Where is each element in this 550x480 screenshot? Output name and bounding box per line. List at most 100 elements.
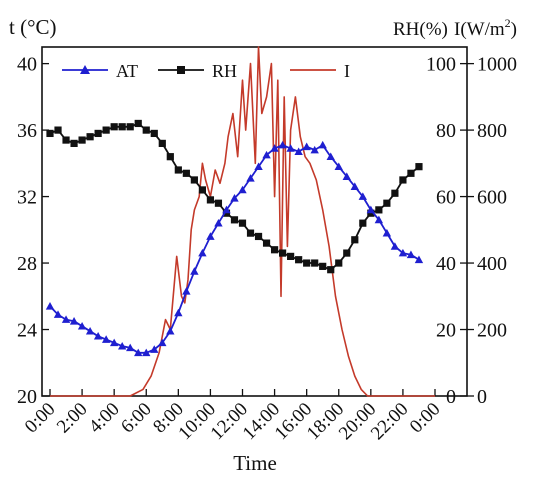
- y-right-outer-tick-label: 800: [477, 120, 507, 142]
- data-point-at: [230, 194, 239, 202]
- data-point-at: [382, 228, 392, 237]
- legend-item-rh: RH: [158, 61, 237, 81]
- y-left-tick-label: 24: [17, 320, 37, 342]
- series-at: [45, 140, 424, 357]
- data-point-rh: [327, 266, 335, 274]
- data-point-at: [109, 338, 119, 347]
- data-point-rh: [407, 169, 415, 177]
- legend-marker: [80, 65, 90, 74]
- data-point-rh: [214, 199, 223, 207]
- data-point-at: [126, 343, 135, 352]
- x-tick-label: 6:00: [117, 399, 156, 438]
- data-point-at: [374, 215, 384, 224]
- y-right-inner-tick-label: 100: [426, 54, 456, 76]
- data-point-rh: [126, 123, 134, 131]
- data-point-rh: [142, 126, 150, 134]
- data-point-at: [318, 140, 327, 149]
- data-point-at: [302, 142, 311, 151]
- data-point-at: [350, 182, 359, 190]
- legend: AT RH I: [62, 61, 350, 81]
- y-left-tick-label: 36: [17, 120, 37, 142]
- data-point-at: [278, 140, 287, 149]
- data-point-at: [390, 242, 400, 250]
- data-point-rh: [375, 206, 383, 214]
- data-point-at: [238, 185, 247, 194]
- data-point-at: [270, 144, 279, 152]
- y-right-outer-axis-label: I(W/m2): [454, 16, 517, 40]
- data-point-rh: [303, 259, 311, 267]
- y-left-tick-label: 20: [17, 386, 37, 408]
- y-right-inner-tick-label: 80: [436, 120, 456, 142]
- data-point-at: [294, 147, 303, 156]
- data-point-rh: [198, 186, 206, 194]
- data-point-at: [310, 145, 319, 154]
- plot-frame: [41, 46, 468, 397]
- data-point-rh: [335, 259, 343, 267]
- data-point-rh: [254, 232, 263, 241]
- data-point-at: [206, 232, 215, 240]
- x-tick-label: 2:00: [53, 399, 92, 438]
- data-point-at: [358, 192, 368, 200]
- data-point-rh: [62, 136, 70, 144]
- data-point-rh: [134, 119, 142, 128]
- legend-item-i: I: [290, 61, 350, 81]
- data-point-at: [398, 248, 408, 257]
- data-point-at: [246, 174, 255, 182]
- data-point-rh: [46, 129, 54, 138]
- y-right-inner-tick-label: 40: [436, 253, 456, 275]
- series-layer: [45, 46, 435, 397]
- y-right-inner-tick-label: 60: [436, 187, 456, 209]
- axes-ticks: 0:002:004:006:008:0010:0012:0014:0016:00…: [17, 54, 517, 445]
- plot-area: [41, 46, 468, 397]
- data-point-rh: [182, 169, 190, 177]
- data-point-rh: [391, 189, 399, 197]
- data-point-at: [342, 172, 351, 180]
- data-point-rh: [279, 249, 287, 257]
- data-point-at: [166, 326, 175, 335]
- legend-label: I: [344, 61, 350, 81]
- legend-marker: [177, 66, 185, 74]
- data-point-at: [326, 152, 335, 161]
- data-point-at: [77, 322, 87, 330]
- data-point-at: [174, 308, 183, 317]
- axis-labels: t (°C) RH(%) I(W/m2) Time: [9, 15, 517, 475]
- data-point-at: [93, 331, 103, 340]
- series-i: [50, 46, 435, 397]
- data-point-at: [150, 345, 159, 353]
- data-point-rh: [415, 163, 423, 171]
- data-point-rh: [295, 256, 303, 264]
- data-point-rh: [94, 129, 102, 138]
- data-point-at: [406, 250, 416, 259]
- data-point-at: [101, 335, 111, 343]
- data-point-rh: [70, 139, 78, 147]
- data-point-rh: [190, 176, 198, 184]
- y-right-outer-tick-label: 0: [477, 386, 487, 408]
- data-point-at: [414, 255, 424, 264]
- data-point-rh: [311, 259, 319, 267]
- data-point-rh: [110, 123, 118, 131]
- data-point-at: [286, 144, 295, 152]
- y-right-outer-tick-label: 200: [477, 320, 507, 342]
- data-point-rh: [383, 199, 391, 207]
- data-point-rh: [118, 123, 126, 131]
- data-point-rh: [351, 236, 359, 244]
- data-point-rh: [158, 139, 166, 147]
- data-point-rh: [287, 252, 295, 260]
- data-point-at: [222, 205, 231, 214]
- legend-label: AT: [116, 61, 138, 81]
- y-right-inner-tick-label: 0: [446, 386, 456, 408]
- y-right-inner-tick-label: 20: [436, 320, 456, 342]
- x-tick-label: 0:00: [406, 399, 445, 438]
- data-point-at: [69, 317, 79, 325]
- data-point-at: [61, 315, 71, 323]
- legend-label: RH: [212, 61, 237, 81]
- data-point-at: [182, 287, 191, 295]
- data-point-at: [85, 326, 95, 335]
- data-point-rh: [238, 219, 247, 227]
- data-point-rh: [230, 216, 239, 224]
- data-point-at: [134, 348, 143, 357]
- data-point-rh: [246, 229, 255, 237]
- y-left-tick-label: 40: [17, 54, 37, 76]
- data-point-at: [198, 248, 207, 257]
